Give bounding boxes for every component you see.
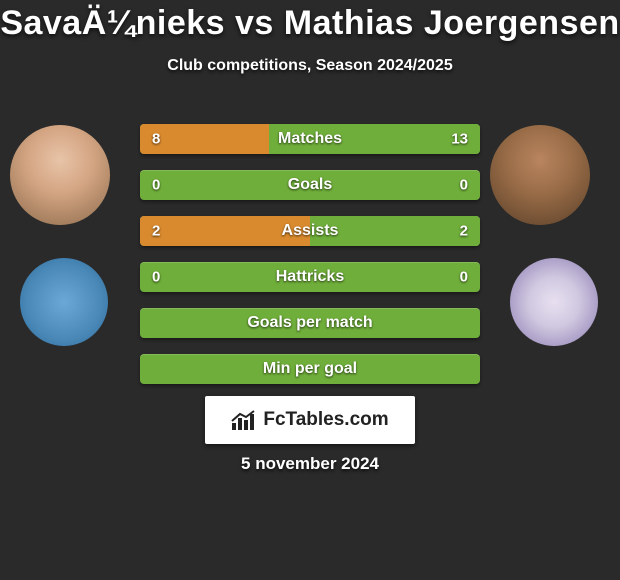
stat-bar: Goals per match [140, 308, 480, 338]
right-player-avatar [490, 125, 590, 225]
stat-bar-label: Matches [278, 130, 342, 148]
chart-icon [231, 409, 257, 431]
right-club-badge [510, 258, 598, 346]
stat-bar: Hattricks 0 0 [140, 262, 480, 292]
player-photo-placeholder [10, 125, 110, 225]
stat-bar-label: Assists [282, 222, 339, 240]
stat-bar: Matches 8 13 [140, 124, 480, 154]
stat-bar: Goals 0 0 [140, 170, 480, 200]
stat-bar-left-value: 0 [152, 269, 160, 286]
stat-bar-label: Hattricks [276, 268, 344, 286]
comparison-card: SavaÄ¼nieks vs Mathias Joergensen Club c… [0, 0, 620, 580]
left-player-avatar [10, 125, 110, 225]
stat-bar-right-value: 13 [451, 131, 468, 148]
subtitle: Club competitions, Season 2024/2025 [0, 57, 620, 75]
club-crest-placeholder [20, 258, 108, 346]
stat-bar: Min per goal [140, 354, 480, 384]
watermark: FcTables.com [205, 396, 415, 444]
left-club-badge [20, 258, 108, 346]
stat-bar-left-value: 2 [152, 223, 160, 240]
stat-bar-right-value: 0 [460, 269, 468, 286]
stat-bar-label: Goals per match [247, 314, 372, 332]
stats-bars: Matches813Goals00Assists22Hattricks00Goa… [140, 124, 480, 400]
stat-bar-left-value: 0 [152, 177, 160, 194]
player-photo-placeholder [490, 125, 590, 225]
page-title: SavaÄ¼nieks vs Mathias Joergensen [0, 4, 620, 43]
stat-bar-right-value: 2 [460, 223, 468, 240]
watermark-text: FcTables.com [263, 409, 388, 431]
date-label: 5 november 2024 [241, 454, 379, 474]
stat-bar-label: Goals [288, 176, 332, 194]
club-crest-placeholder [510, 258, 598, 346]
stat-bar-label: Min per goal [263, 360, 357, 378]
stat-bar-left-value: 8 [152, 131, 160, 148]
stat-bar-right-value: 0 [460, 177, 468, 194]
stat-bar: Assists 2 2 [140, 216, 480, 246]
